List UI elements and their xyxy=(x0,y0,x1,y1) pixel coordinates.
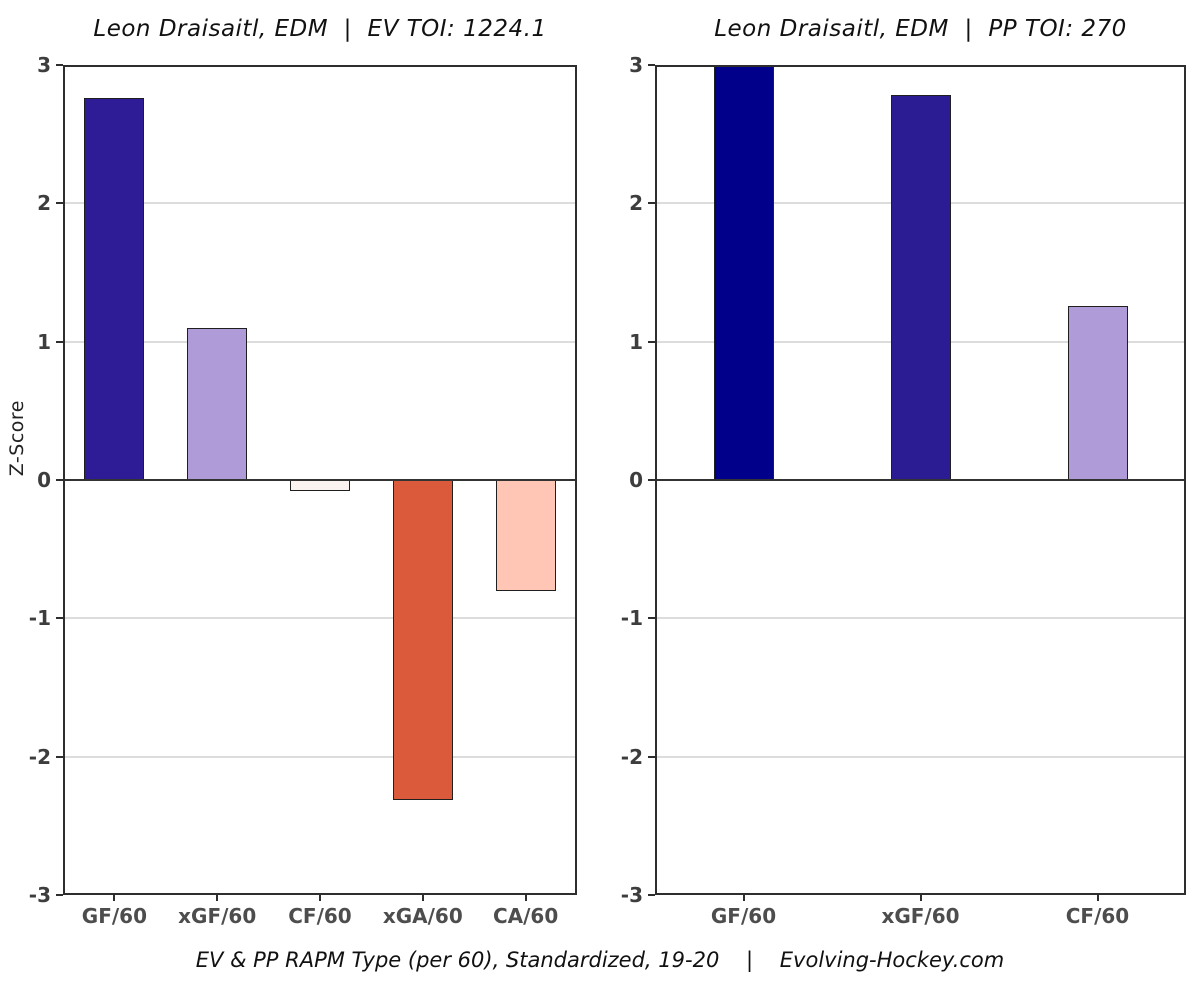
y-tick-mark xyxy=(648,617,655,620)
bar-cf-60 xyxy=(290,480,350,492)
x-tick-label: CF/60 xyxy=(288,904,352,928)
x-tick-label: CA/60 xyxy=(492,904,559,928)
bar-xgf-60 xyxy=(187,327,248,480)
pp-chart-panel: Leon Draisaitl, EDM | PP TOI: 270 3 2 1 0 -1… xyxy=(621,0,1186,940)
x-tick-mark xyxy=(919,895,922,901)
y-tick-mark xyxy=(56,894,63,896)
y-tick-mark xyxy=(648,894,655,896)
x-tick-label: xGF/60 xyxy=(178,904,257,928)
gridline xyxy=(63,202,577,205)
y-tick-mark xyxy=(648,755,655,758)
x-tick-label: GF/60 xyxy=(710,904,777,928)
y-tick-label: 0 xyxy=(37,468,51,492)
y-tick-label: 2 xyxy=(37,191,51,216)
bar-xgf-60 xyxy=(890,95,951,480)
bar-cf-60 xyxy=(1067,305,1128,480)
bar-ca-60 xyxy=(495,480,556,591)
x-tick-mark xyxy=(319,895,321,901)
y-tick-mark xyxy=(56,340,63,343)
x-tick-label: GF/60 xyxy=(81,904,147,928)
y-tick-label: 1 xyxy=(629,329,643,354)
y-tick-mark xyxy=(56,755,63,758)
y-tick-mark xyxy=(56,479,63,481)
x-tick-label: CF/60 xyxy=(1065,904,1130,928)
y-tick-label: 1 xyxy=(37,329,51,354)
y-tick-label: 3 xyxy=(37,53,51,77)
pp-chart-title: Leon Draisaitl, EDM | PP TOI: 270 xyxy=(714,16,1127,42)
zero-line xyxy=(655,479,1186,481)
ev-plot-area xyxy=(63,65,577,895)
pp-plot-area xyxy=(655,65,1186,895)
x-tick-mark xyxy=(113,895,116,901)
y-tick-mark xyxy=(648,64,655,66)
x-tick-mark xyxy=(524,895,527,901)
bar-gf-60 xyxy=(713,65,774,480)
bar-gf-60 xyxy=(84,98,145,480)
x-tick-label: xGF/60 xyxy=(881,904,960,928)
y-tick-label: -1 xyxy=(620,606,643,631)
y-tick-label: 3 xyxy=(629,53,643,77)
gridline xyxy=(655,617,1186,620)
gridline xyxy=(655,755,1186,758)
y-tick-label: 2 xyxy=(629,191,643,216)
zero-line xyxy=(63,479,577,481)
y-tick-mark xyxy=(648,202,655,205)
y-tick-mark xyxy=(648,479,655,481)
x-tick-mark xyxy=(1096,895,1099,901)
y-tick-label: -1 xyxy=(28,606,51,631)
x-tick-mark xyxy=(742,895,745,901)
y-tick-mark xyxy=(56,64,63,66)
y-axis-title: Z-Score xyxy=(6,400,28,477)
y-tick-label: 0 xyxy=(629,468,643,492)
y-tick-label: -2 xyxy=(28,744,51,769)
ev-chart-panel: Leon Draisaitl, EDM | EV TOI: 1224.1 3 2 1… xyxy=(29,0,577,940)
x-tick-mark xyxy=(216,895,219,901)
x-tick-label: xGA/60 xyxy=(382,904,463,928)
y-tick-label: -2 xyxy=(620,744,643,769)
y-tick-label: -3 xyxy=(28,883,51,907)
bar-xga-60 xyxy=(392,480,453,800)
y-tick-mark xyxy=(56,202,63,205)
ev-chart-title: Leon Draisaitl, EDM | EV TOI: 1224.1 xyxy=(93,16,547,42)
y-tick-mark xyxy=(648,340,655,343)
gridline xyxy=(63,617,577,620)
y-tick-mark xyxy=(56,617,63,620)
figure-caption: EV & PP RAPM Type (per 60), Standardized… xyxy=(195,948,1005,972)
gridline xyxy=(63,755,577,758)
gridline xyxy=(63,340,577,343)
y-tick-label: -3 xyxy=(620,883,643,907)
x-tick-mark xyxy=(421,895,424,901)
